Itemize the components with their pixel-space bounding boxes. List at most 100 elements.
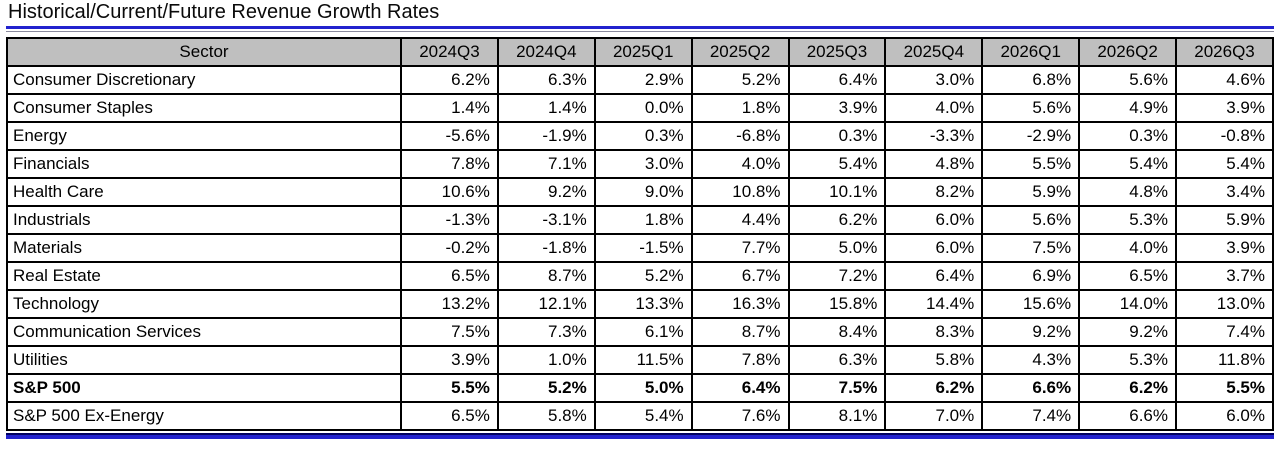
value-cell: 3.7%: [1175, 261, 1274, 291]
value-cell: 11.5%: [593, 345, 693, 375]
value-cell: -1.5%: [593, 233, 693, 263]
sector-cell: Industrials: [6, 205, 402, 235]
header-cell-quarter: 2026Q3: [1175, 37, 1274, 67]
header-cell-quarter: 2025Q1: [593, 37, 693, 67]
header-cell-quarter: 2026Q2: [1078, 37, 1177, 67]
value-cell: 5.4%: [787, 149, 887, 179]
header-cell-quarter: 2024Q4: [496, 37, 596, 67]
table-row: Real Estate 6.5% 8.7% 5.2% 6.7% 7.2% 6.4% 6.9% 6…: [6, 261, 1274, 291]
value-cell: 1.8%: [690, 93, 790, 123]
value-cell: 9.2%: [981, 317, 1081, 347]
value-cell: 14.4%: [884, 289, 984, 319]
value-cell: 6.5%: [400, 261, 499, 291]
value-cell: 13.2%: [400, 289, 499, 319]
value-cell: 8.4%: [787, 317, 887, 347]
value-cell: 5.0%: [593, 373, 693, 403]
table-row: Financials 7.8% 7.1% 3.0% 4.0% 5.4% 4.8% 5.5% 5.…: [6, 149, 1274, 179]
header-cell-sector: Sector: [6, 37, 402, 67]
table-row: Consumer Staples 1.4% 1.4% 0.0% 1.8% 3.9% 4.0%…: [6, 93, 1274, 123]
value-cell: -3.1%: [496, 205, 596, 235]
value-cell: 6.4%: [787, 65, 887, 95]
value-cell: 5.9%: [981, 177, 1081, 207]
value-cell: 6.0%: [1175, 401, 1274, 431]
value-cell: -0.8%: [1175, 121, 1274, 151]
value-cell: 6.3%: [496, 65, 596, 95]
page-title: Historical/Current/Future Revenue Growth…: [8, 1, 440, 23]
sector-cell: Health Care: [6, 177, 402, 207]
value-cell: 3.0%: [884, 65, 984, 95]
value-cell: 9.2%: [496, 177, 596, 207]
value-cell: 1.8%: [593, 205, 693, 235]
value-cell: -6.8%: [690, 121, 790, 151]
header-cell-quarter: 2025Q2: [690, 37, 790, 67]
value-cell: 6.6%: [981, 373, 1081, 403]
value-cell: 6.5%: [400, 401, 499, 431]
value-cell: 1.4%: [400, 93, 499, 123]
value-cell: 3.4%: [1175, 177, 1274, 207]
revenue-growth-table: Sector 2024Q3 2024Q4 2025Q1 2025Q2 2025Q3 2025…: [6, 37, 1274, 431]
value-cell: 4.0%: [1078, 233, 1177, 263]
value-cell: 6.9%: [981, 261, 1081, 291]
value-cell: 5.9%: [1175, 205, 1274, 235]
value-cell: 8.2%: [884, 177, 984, 207]
value-cell: 6.7%: [690, 261, 790, 291]
value-cell: 5.8%: [884, 345, 984, 375]
table-row: Health Care 10.6% 9.2% 9.0% 10.8% 10.1% 8.2% 5.…: [6, 177, 1274, 207]
value-cell: 4.8%: [884, 149, 984, 179]
value-cell: 16.3%: [690, 289, 790, 319]
value-cell: -1.8%: [496, 233, 596, 263]
sector-cell: Communication Services: [6, 317, 402, 347]
value-cell: -5.6%: [400, 121, 499, 151]
table-body: Consumer Discretionary 6.2% 6.3% 2.9% 5.2% 6.…: [6, 65, 1274, 431]
table-header-row: Sector 2024Q3 2024Q4 2025Q1 2025Q2 2025Q3 2025…: [6, 37, 1274, 67]
table-row: S&P 500 Ex-Energy 6.5% 5.8% 5.4% 7.6% 8.1% 7.0…: [6, 401, 1274, 431]
value-cell: 15.8%: [787, 289, 887, 319]
value-cell: 7.5%: [787, 373, 887, 403]
value-cell: 6.4%: [884, 261, 984, 291]
value-cell: 5.5%: [981, 149, 1081, 179]
value-cell: 5.5%: [1175, 373, 1274, 403]
value-cell: 6.2%: [884, 373, 984, 403]
value-cell: 8.7%: [690, 317, 790, 347]
value-cell: 3.9%: [400, 345, 499, 375]
value-cell: 9.0%: [593, 177, 693, 207]
value-cell: 1.0%: [496, 345, 596, 375]
value-cell: 5.3%: [1078, 345, 1177, 375]
value-cell: 4.6%: [1175, 65, 1274, 95]
sector-cell: Energy: [6, 121, 402, 151]
value-cell: 5.5%: [400, 373, 499, 403]
value-cell: 3.9%: [1175, 233, 1274, 263]
value-cell: 13.3%: [593, 289, 693, 319]
value-cell: 7.4%: [981, 401, 1081, 431]
sector-cell: Technology: [6, 289, 402, 319]
value-cell: 6.3%: [787, 345, 887, 375]
value-cell: 7.2%: [787, 261, 887, 291]
value-cell: 10.6%: [400, 177, 499, 207]
table-row: Communication Services 7.5% 7.3% 6.1% 8.7% 8.…: [6, 317, 1274, 347]
value-cell: 6.5%: [1078, 261, 1177, 291]
value-cell: 5.8%: [496, 401, 596, 431]
value-cell: 7.6%: [690, 401, 790, 431]
value-cell: 3.9%: [787, 93, 887, 123]
value-cell: 8.7%: [496, 261, 596, 291]
value-cell: 12.1%: [496, 289, 596, 319]
sector-cell: Materials: [6, 233, 402, 263]
value-cell: 5.6%: [981, 205, 1081, 235]
header-cell-quarter: 2025Q3: [787, 37, 887, 67]
value-cell: 5.0%: [787, 233, 887, 263]
value-cell: 7.5%: [400, 317, 499, 347]
value-cell: 7.7%: [690, 233, 790, 263]
bottom-blue-rule: [6, 433, 1274, 439]
value-cell: 5.6%: [1078, 65, 1177, 95]
sector-cell: Consumer Discretionary: [6, 65, 402, 95]
value-cell: -2.9%: [981, 121, 1081, 151]
title-underline-rule: [6, 26, 1274, 32]
table-header: Sector 2024Q3 2024Q4 2025Q1 2025Q2 2025Q3 2025…: [6, 37, 1274, 67]
value-cell: 6.2%: [400, 65, 499, 95]
table-row: S&P 500 5.5% 5.2% 5.0% 6.4% 7.5% 6.2% 6.6% 6.2% 5…: [6, 373, 1274, 403]
value-cell: 6.2%: [787, 205, 887, 235]
sector-cell: S&P 500: [6, 373, 402, 403]
value-cell: 6.4%: [690, 373, 790, 403]
sector-cell: Financials: [6, 149, 402, 179]
